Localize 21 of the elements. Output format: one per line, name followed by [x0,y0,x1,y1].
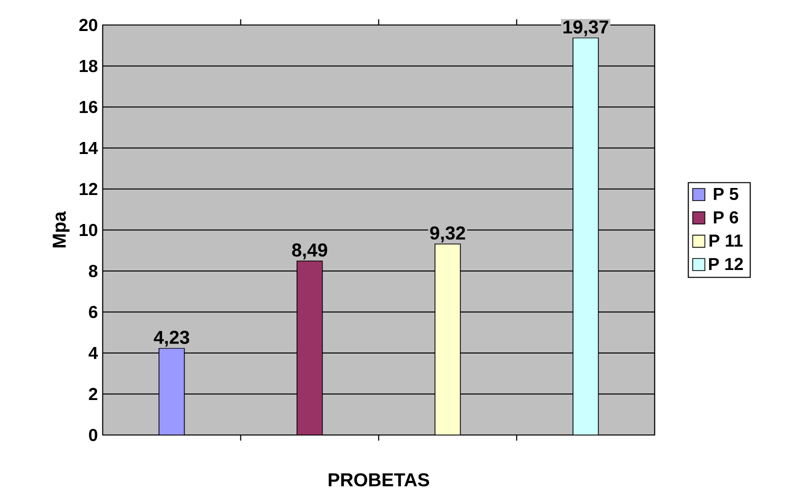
y-tick-label: 14 [80,142,98,154]
x-axis-title: PROBETAS [328,473,430,486]
y-axis-title: Mpa [52,211,70,248]
data-label: 19,37 [563,20,608,36]
legend-label: P 11 [710,234,743,247]
data-label: 9,32 [430,226,466,242]
y-tick-label: 2 [88,388,98,400]
y-tick-label: 6 [88,306,98,318]
y-tick-label: 8 [88,264,98,278]
y-tick-label: 18 [80,60,98,72]
y-tick-label: 20 [79,18,98,32]
legend-label: P 5 [714,188,738,200]
y-tick-label: 10 [80,224,98,236]
legend-label: P 6 [714,211,738,224]
y-tick-label: 4 [88,347,98,359]
y-tick-label: 16 [80,100,98,114]
data-label: 8,49 [292,243,328,260]
y-tick-label: 0 [89,428,98,442]
data-label: 4,23 [154,330,190,347]
legend-label: P 12 [709,258,743,270]
y-tick-label: 12 [80,182,98,196]
